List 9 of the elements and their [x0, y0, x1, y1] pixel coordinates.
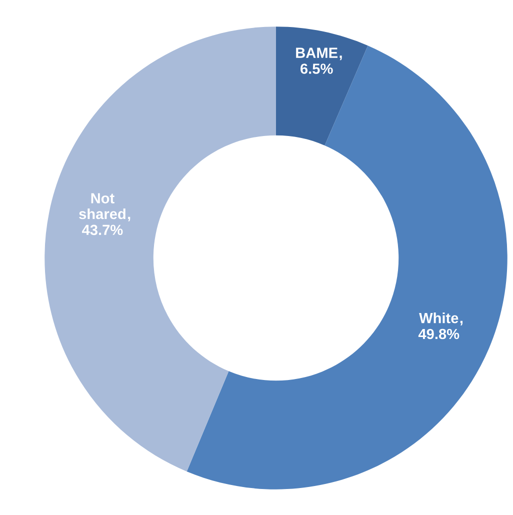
text: , [128, 216, 130, 222]
data-label: 43.7% [82, 224, 123, 236]
slice-label: BAME [296, 48, 338, 58]
data-label: 6.5% [300, 64, 333, 74]
slice-label: Not shared [79, 193, 126, 220]
text: , [460, 320, 462, 326]
text: , [340, 56, 342, 60]
data-label: 49.8% [418, 328, 460, 340]
slice-label: White [419, 312, 458, 324]
